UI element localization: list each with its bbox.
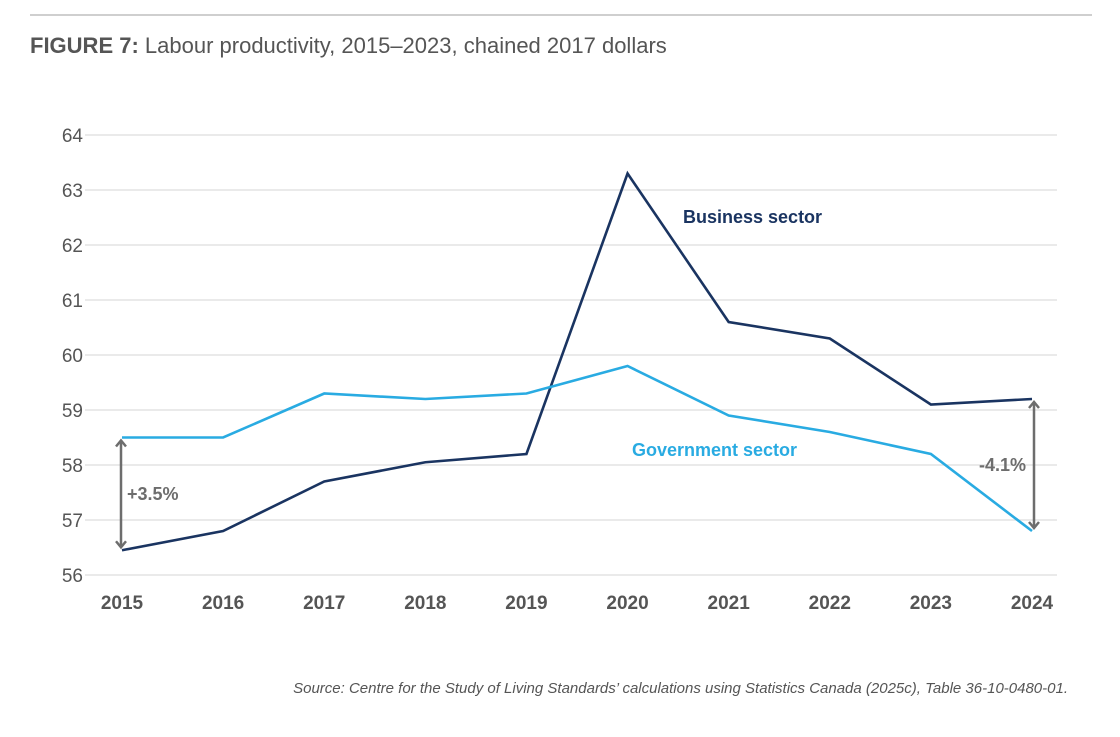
annotation-label: -4.1% bbox=[979, 455, 1026, 475]
arrowhead-down-icon bbox=[1028, 521, 1040, 530]
source-note: Source: Centre for the Study of Living S… bbox=[293, 680, 1068, 697]
y-tick-label: 60 bbox=[62, 346, 83, 367]
x-tick-label: 2024 bbox=[1011, 593, 1054, 614]
series-line-government bbox=[122, 364, 1033, 533]
y-tick-label: 57 bbox=[62, 511, 83, 532]
x-tick-label: 2015 bbox=[101, 593, 144, 614]
arrowhead-up-icon bbox=[1028, 400, 1040, 409]
figure-title: FIGURE 7: Labour productivity, 2015–2023… bbox=[30, 33, 667, 59]
x-tick-label: 2017 bbox=[303, 593, 345, 614]
x-tick-label: 2016 bbox=[202, 593, 244, 614]
figure-title-text: Labour productivity, 2015–2023, chained … bbox=[138, 33, 667, 58]
figure-number: FIGURE 7: bbox=[30, 33, 139, 58]
x-tick-label: 2019 bbox=[505, 593, 547, 614]
y-tick-label: 61 bbox=[62, 291, 83, 312]
top-rule bbox=[30, 14, 1092, 16]
x-tick-label: 2020 bbox=[606, 593, 648, 614]
x-tick-label: 2022 bbox=[809, 593, 851, 614]
x-tick-label: 2021 bbox=[708, 593, 751, 614]
series-label-government: Government sector bbox=[632, 440, 797, 460]
series-line-business bbox=[121, 170, 1033, 552]
series-label-business: Business sector bbox=[683, 207, 822, 227]
y-tick-label: 62 bbox=[62, 236, 83, 257]
annotation-label: +3.5% bbox=[127, 484, 179, 504]
x-tick-label: 2018 bbox=[404, 593, 446, 614]
y-tick-label: 59 bbox=[62, 401, 83, 422]
y-tick-label: 64 bbox=[62, 126, 84, 147]
x-tick-label: 2023 bbox=[910, 593, 952, 614]
y-tick-label: 58 bbox=[62, 456, 83, 477]
y-tick-label: 56 bbox=[62, 566, 83, 587]
arrowhead-up-icon bbox=[115, 438, 127, 448]
arrowhead-down-icon bbox=[115, 540, 127, 550]
y-tick-label: 63 bbox=[62, 181, 83, 202]
